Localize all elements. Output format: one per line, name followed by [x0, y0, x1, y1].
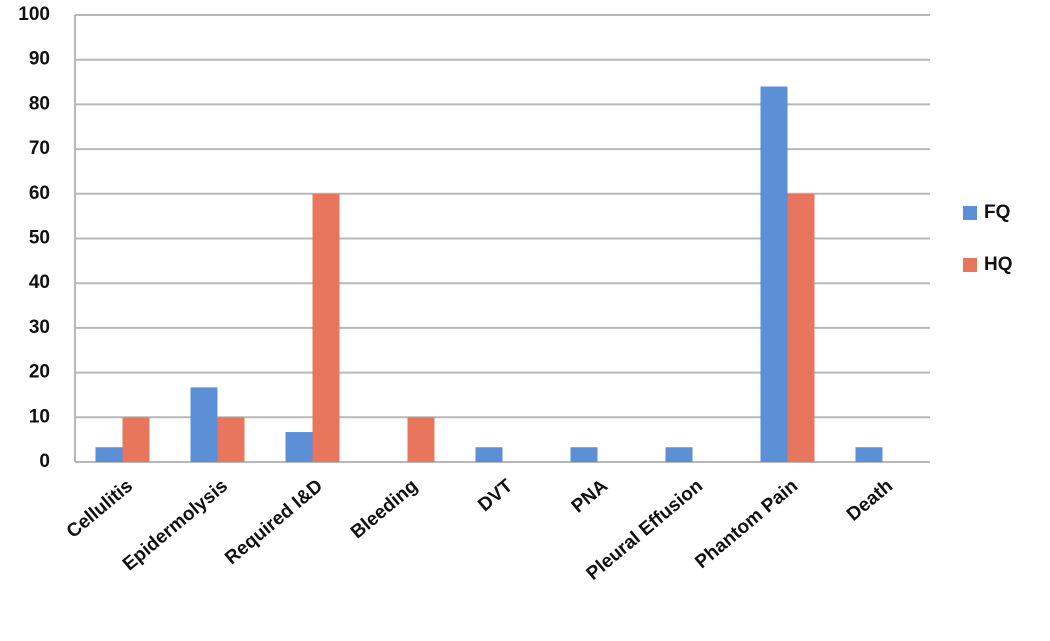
x-tick-label: Death — [843, 476, 897, 526]
bar — [855, 447, 883, 462]
y-tick-label: 50 — [29, 228, 50, 249]
bar — [95, 447, 123, 462]
bar — [285, 432, 313, 462]
y-tick-label: 80 — [29, 93, 50, 114]
x-tick-label: Required I&D — [221, 476, 327, 569]
bar — [217, 417, 245, 462]
bar — [475, 447, 503, 462]
y-tick-label: 30 — [29, 317, 50, 338]
x-tick-label: Bleeding — [347, 476, 422, 544]
bar — [122, 417, 150, 462]
y-tick-label: 20 — [29, 362, 50, 383]
legend-label: FQ — [984, 202, 1010, 223]
x-tick-label: Cellulitis — [63, 476, 137, 543]
bar — [665, 447, 693, 462]
y-tick-label: 100 — [18, 4, 50, 25]
bar — [760, 86, 788, 463]
x-tick-label: PNA — [568, 475, 612, 517]
y-tick-label: 40 — [29, 272, 50, 293]
bar — [787, 193, 815, 463]
y-tick-label: 90 — [29, 49, 50, 70]
bar — [407, 417, 435, 462]
x-tick-label: Phantom Pain — [691, 476, 802, 574]
x-tick-label: DVT — [474, 475, 517, 516]
bar — [570, 447, 598, 462]
y-tick-label: 10 — [29, 406, 50, 427]
y-tick-label: 70 — [29, 138, 50, 159]
bar — [190, 387, 218, 462]
y-tick-label: 60 — [29, 183, 50, 204]
bar — [312, 193, 340, 463]
y-tick-label: 0 — [39, 451, 50, 472]
legend-label: HQ — [984, 254, 1013, 275]
legend-swatch — [963, 206, 977, 220]
legend-swatch — [963, 258, 977, 272]
